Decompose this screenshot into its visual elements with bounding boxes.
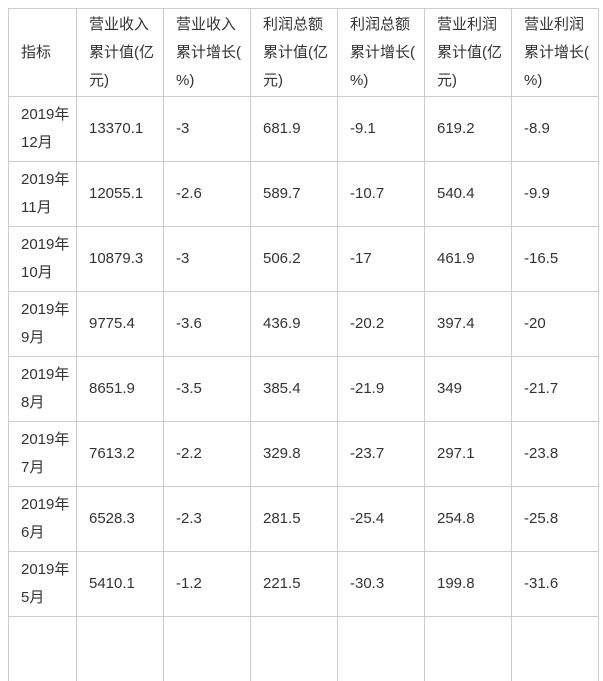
- table-cell: [164, 617, 251, 681]
- table-row: 2019年6月 6528.3 -2.3 281.5 -25.4 254.8 -2…: [9, 487, 599, 552]
- row-label: 2019年10月: [9, 227, 77, 292]
- row-label: 2019年9月: [9, 292, 77, 357]
- row-label: 2019年12月: [9, 97, 77, 162]
- table-cell: 8651.9: [77, 357, 164, 422]
- table-cell: 436.9: [251, 292, 338, 357]
- col-header-total-profit-cumulative: 利润总额累计值(亿元): [251, 9, 338, 97]
- table-cell: 385.4: [251, 357, 338, 422]
- table-cell: 589.7: [251, 162, 338, 227]
- table-cell: 199.8: [425, 552, 512, 617]
- table-cell: -16.5: [512, 227, 599, 292]
- table-row: 2019年9月 9775.4 -3.6 436.9 -20.2 397.4 -2…: [9, 292, 599, 357]
- table-cell: 5410.1: [77, 552, 164, 617]
- table-cell: -17: [338, 227, 425, 292]
- row-label: 2019年8月: [9, 357, 77, 422]
- col-header-operating-profit-cumulative: 营业利润累计值(亿元): [425, 9, 512, 97]
- table-row: 2019年11月 12055.1 -2.6 589.7 -10.7 540.4 …: [9, 162, 599, 227]
- col-header-operating-profit-growth: 营业利润累计增长(%): [512, 9, 599, 97]
- table-cell: -1.2: [164, 552, 251, 617]
- table-row: 2019年7月 7613.2 -2.2 329.8 -23.7 297.1 -2…: [9, 422, 599, 487]
- table-cell: 540.4: [425, 162, 512, 227]
- table-row: 2019年12月 13370.1 -3 681.9 -9.1 619.2 -8.…: [9, 97, 599, 162]
- table-cell: [77, 617, 164, 681]
- table-cell: 281.5: [251, 487, 338, 552]
- indicator-data-table: 指标 营业收入累计值(亿元) 营业收入累计增长(%) 利润总额累计值(亿元) 利…: [8, 8, 599, 681]
- row-label: 2019年6月: [9, 487, 77, 552]
- table-cell: -20.2: [338, 292, 425, 357]
- table-cell: 221.5: [251, 552, 338, 617]
- table-cell: -10.7: [338, 162, 425, 227]
- row-label: 2019年7月: [9, 422, 77, 487]
- table-cell: -2.6: [164, 162, 251, 227]
- table-cell: 297.1: [425, 422, 512, 487]
- table-cell: -21.9: [338, 357, 425, 422]
- table-cell: 6528.3: [77, 487, 164, 552]
- table-cell: 9775.4: [77, 292, 164, 357]
- table-cell: -3.5: [164, 357, 251, 422]
- table-cell: [338, 617, 425, 681]
- col-header-total-profit-growth: 利润总额累计增长(%): [338, 9, 425, 97]
- table-cell: -2.2: [164, 422, 251, 487]
- table-cell: [512, 617, 599, 681]
- table-cell: 506.2: [251, 227, 338, 292]
- row-label: 2019年5月: [9, 552, 77, 617]
- table-cell: -30.3: [338, 552, 425, 617]
- table-row-cutoff: [9, 617, 599, 681]
- table-cell: 12055.1: [77, 162, 164, 227]
- table-cell: [425, 617, 512, 681]
- table-cell: 7613.2: [77, 422, 164, 487]
- table-cell: -25.4: [338, 487, 425, 552]
- table-cell: 10879.3: [77, 227, 164, 292]
- table-row: 2019年8月 8651.9 -3.5 385.4 -21.9 349 -21.…: [9, 357, 599, 422]
- col-header-revenue-cumulative: 营业收入累计值(亿元): [77, 9, 164, 97]
- table-cell: 13370.1: [77, 97, 164, 162]
- table-cell: -8.9: [512, 97, 599, 162]
- table-cell: -25.8: [512, 487, 599, 552]
- table-cell: -20: [512, 292, 599, 357]
- table-row: 2019年10月 10879.3 -3 506.2 -17 461.9 -16.…: [9, 227, 599, 292]
- table-cell: -3.6: [164, 292, 251, 357]
- table-cell: -2.3: [164, 487, 251, 552]
- table-cell: -9.1: [338, 97, 425, 162]
- row-label: 2019年11月: [9, 162, 77, 227]
- table-cell: 254.8: [425, 487, 512, 552]
- table-cell: -3: [164, 97, 251, 162]
- table-cell: -23.7: [338, 422, 425, 487]
- table-cell: -23.8: [512, 422, 599, 487]
- table-cell: -21.7: [512, 357, 599, 422]
- table-row: 2019年5月 5410.1 -1.2 221.5 -30.3 199.8 -3…: [9, 552, 599, 617]
- table-cell: 461.9: [425, 227, 512, 292]
- table-cell: [251, 617, 338, 681]
- table-cell: 619.2: [425, 97, 512, 162]
- table-cell: [9, 617, 77, 681]
- header-row: 指标 营业收入累计值(亿元) 营业收入累计增长(%) 利润总额累计值(亿元) 利…: [9, 9, 599, 97]
- table-cell: 329.8: [251, 422, 338, 487]
- col-header-revenue-growth: 营业收入累计增长(%): [164, 9, 251, 97]
- table-cell: 349: [425, 357, 512, 422]
- table-cell: -31.6: [512, 552, 599, 617]
- table-cell: 397.4: [425, 292, 512, 357]
- table-cell: -3: [164, 227, 251, 292]
- col-header-indicator: 指标: [9, 9, 77, 97]
- table-cell: -9.9: [512, 162, 599, 227]
- table-cell: 681.9: [251, 97, 338, 162]
